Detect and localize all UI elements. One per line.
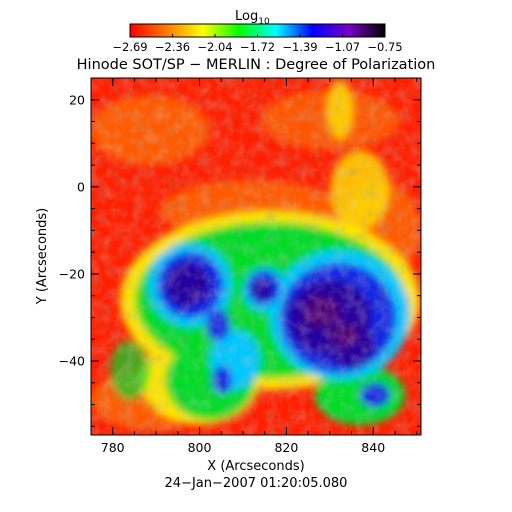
colorbar-ticks: −2.69 −2.36 −2.04 −1.72 −1.39 −1.07 −0.75 (112, 34, 403, 54)
x-tick-label: 780 (101, 440, 125, 455)
x-tick-label: 800 (188, 440, 212, 455)
y-tick-label: 20 (69, 92, 85, 107)
colorbar: Log10 −2.69 −2.36 −2.04 −1.72 −1.39 −1.07 −0.7… (112, 9, 402, 54)
colorbar-tick-label: −0.75 (367, 40, 402, 54)
y-tick-label: −40 (59, 353, 85, 368)
colorbar-tick-label: −1.07 (325, 40, 360, 54)
x-tick-label: 820 (274, 440, 298, 455)
polarization-map (91, 78, 421, 435)
colorbar-label-main: Log (235, 9, 258, 24)
colorbar-tick-label: −2.04 (197, 40, 232, 54)
y-axis-ticks: 20 0 −20 −40 (59, 77, 421, 427)
plot-frame (90, 77, 422, 436)
plot-title: Hinode SOT/SP − MERLIN : Degree of Polar… (77, 57, 436, 73)
colorbar-label: Log10 (235, 9, 270, 27)
y-axis-label: Y (Arcseconds) (35, 208, 50, 305)
y-tick-label: 0 (77, 179, 85, 194)
x-axis-ticks: 780 800 820 840 (90, 78, 418, 455)
y-tick-label: −20 (59, 266, 85, 281)
colorbar-tick-label: −2.69 (112, 40, 147, 54)
x-tick-label: 840 (361, 440, 385, 455)
colorbar-tick-label: −1.72 (240, 40, 275, 54)
observation-timestamp: 24−Jan−2007 01:20:05.080 (165, 476, 348, 491)
x-axis-label: X (Arcseconds) (207, 459, 304, 474)
colorbar-tick-label: −2.36 (155, 40, 190, 54)
colorbar-tick-label: −1.39 (282, 40, 317, 54)
colorbar-label-sub: 10 (258, 17, 270, 27)
map-texture (91, 78, 421, 435)
